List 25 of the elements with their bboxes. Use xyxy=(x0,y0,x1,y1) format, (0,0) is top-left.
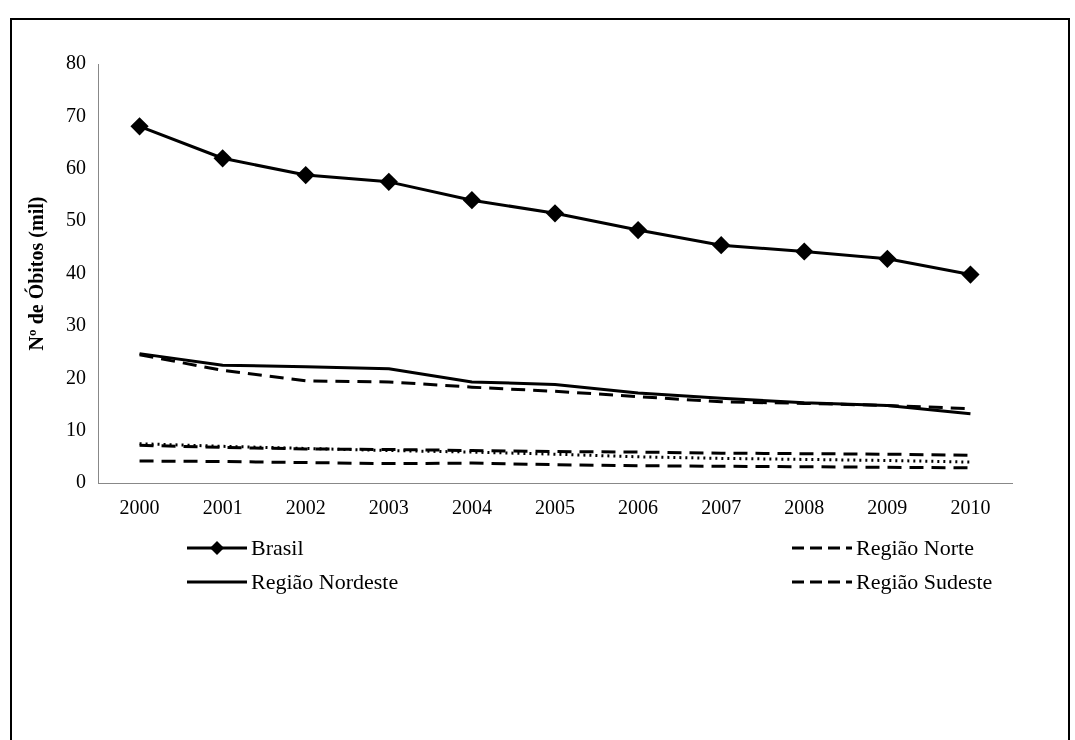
y-tick-label: 50 xyxy=(66,208,86,231)
y-tick-label: 20 xyxy=(66,365,86,388)
x-tick-label: 2010 xyxy=(950,496,991,519)
x-tick-label: 2003 xyxy=(368,496,409,519)
x-tick-label: 2008 xyxy=(784,496,825,519)
x-tick-label: 2009 xyxy=(867,496,908,519)
y-tick-label: 70 xyxy=(66,103,86,126)
legend-label: Região Norte xyxy=(856,535,974,561)
y-tick-label: 40 xyxy=(66,260,86,283)
x-tick-label: 2004 xyxy=(451,496,492,519)
x-tick-label: 2001 xyxy=(202,496,243,519)
y-tick-label: 0 xyxy=(76,470,86,493)
x-tick-label: 2006 xyxy=(618,496,659,519)
y-tick-label: 60 xyxy=(66,156,86,178)
legend-label: Região Nordeste xyxy=(251,569,399,595)
legend-label: Região Sudeste xyxy=(856,569,993,595)
x-tick-label: 2007 xyxy=(701,496,742,519)
y-tick-label: 10 xyxy=(66,417,86,440)
y-tick-label: 30 xyxy=(66,313,86,336)
y-tick-label: 80 xyxy=(66,51,86,74)
x-tick-label: 2005 xyxy=(535,496,575,519)
x-tick-label: 2002 xyxy=(285,496,326,519)
legend-label: Brasil xyxy=(251,535,304,561)
x-tick-label: 2000 xyxy=(119,496,160,519)
y-axis-title: Nº de Óbitos (mil) xyxy=(24,196,49,351)
